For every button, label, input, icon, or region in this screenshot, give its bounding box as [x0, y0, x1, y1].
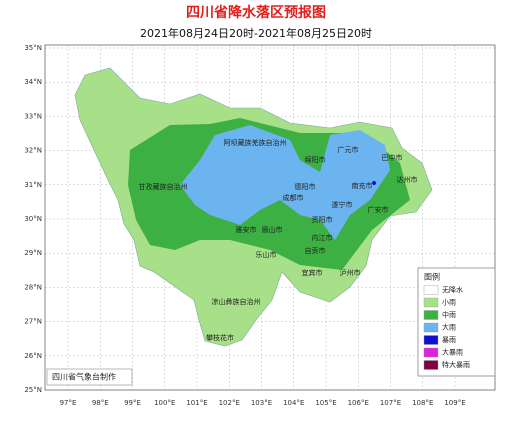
- lon-label: 97°E: [60, 399, 77, 407]
- lat-label: 29°N: [24, 249, 42, 257]
- legend-swatch: [423, 335, 439, 345]
- legend-title: 图例: [424, 272, 440, 282]
- lat-label: 35°N: [24, 44, 42, 52]
- legend-swatch: [423, 322, 439, 333]
- city-label: 内江市: [312, 233, 333, 242]
- map-frame: [44, 44, 496, 391]
- lon-label: 105°E: [315, 399, 336, 407]
- city-label: 宜宾市: [302, 268, 323, 277]
- credit: 四川省气象台制作: [52, 372, 116, 382]
- city-label: 凉山彝族自治州: [212, 297, 261, 306]
- city-label: 德阳市: [295, 182, 316, 191]
- lat-label: 27°N: [24, 318, 42, 326]
- legend-swatch: [423, 347, 439, 358]
- lat-label: 26°N: [24, 352, 42, 360]
- lon-label: 101°E: [186, 399, 207, 407]
- lon-label: 107°E: [380, 399, 401, 407]
- city-label: 广安市: [368, 205, 389, 214]
- lon-label: 98°E: [92, 399, 109, 407]
- city-label: 达州市: [397, 175, 418, 184]
- map-subtitle: 2021年08月24日20时-2021年08月25日20时: [140, 26, 372, 40]
- city-label: 眉山市: [262, 225, 283, 234]
- legend-swatch: [423, 310, 439, 320]
- city-label: 南充市: [352, 181, 373, 190]
- city-label: 成都市: [283, 193, 304, 202]
- lat-label: 33°N: [24, 112, 42, 120]
- rainstorm-spot: [372, 181, 376, 185]
- city-label: 遂宁市: [332, 200, 353, 209]
- legend-label: 暴雨: [442, 336, 456, 344]
- city-label: 泸州市: [340, 268, 361, 277]
- lon-label: 102°E: [219, 399, 240, 407]
- city-label: 广元市: [338, 145, 359, 154]
- city-label: 巴中市: [382, 153, 403, 162]
- lat-label: 30°N: [24, 215, 42, 223]
- legend-box: [417, 267, 496, 377]
- lat-label: 34°N: [24, 78, 42, 86]
- city-label: 绵阳市: [305, 155, 326, 164]
- lon-label: 109°E: [444, 399, 465, 407]
- lat-label: 31°N: [24, 181, 42, 189]
- lon-label: 106°E: [348, 399, 369, 407]
- heavy-rain-area: [180, 125, 390, 240]
- legend-label: 大暴雨: [442, 348, 463, 357]
- lon-label: 100°E: [154, 399, 175, 407]
- lat-label: 28°N: [24, 283, 42, 291]
- credit-box: [46, 368, 133, 386]
- legend-label: 特大暴雨: [442, 360, 470, 369]
- legend-label: 无降水: [442, 285, 463, 294]
- city-label: 资阳市: [312, 215, 333, 224]
- legend-swatch: [423, 285, 439, 295]
- map-title: 四川省降水落区预报图: [186, 4, 326, 21]
- lon-label: 104°E: [283, 399, 304, 407]
- city-label: 甘孜藏族自治州: [139, 182, 188, 191]
- city-label: 阿坝藏族羌族自治州: [224, 138, 287, 147]
- lat-label: 25°N: [24, 386, 42, 394]
- lat-label: 32°N: [24, 147, 42, 155]
- legend-label: 小雨: [442, 298, 456, 307]
- legend-swatch: [423, 360, 439, 370]
- legend-label: 中雨: [442, 310, 456, 319]
- city-label: 乐山市: [256, 250, 277, 259]
- city-label: 雅安市: [236, 225, 257, 234]
- city-label: 自贡市: [305, 246, 326, 255]
- lon-label: 108°E: [412, 399, 433, 407]
- legend-swatch: [423, 297, 439, 308]
- lon-label: 103°E: [251, 399, 272, 407]
- lon-label: 99°E: [124, 399, 141, 407]
- city-label: 攀枝花市: [206, 333, 234, 342]
- legend-label: 大雨: [442, 323, 456, 332]
